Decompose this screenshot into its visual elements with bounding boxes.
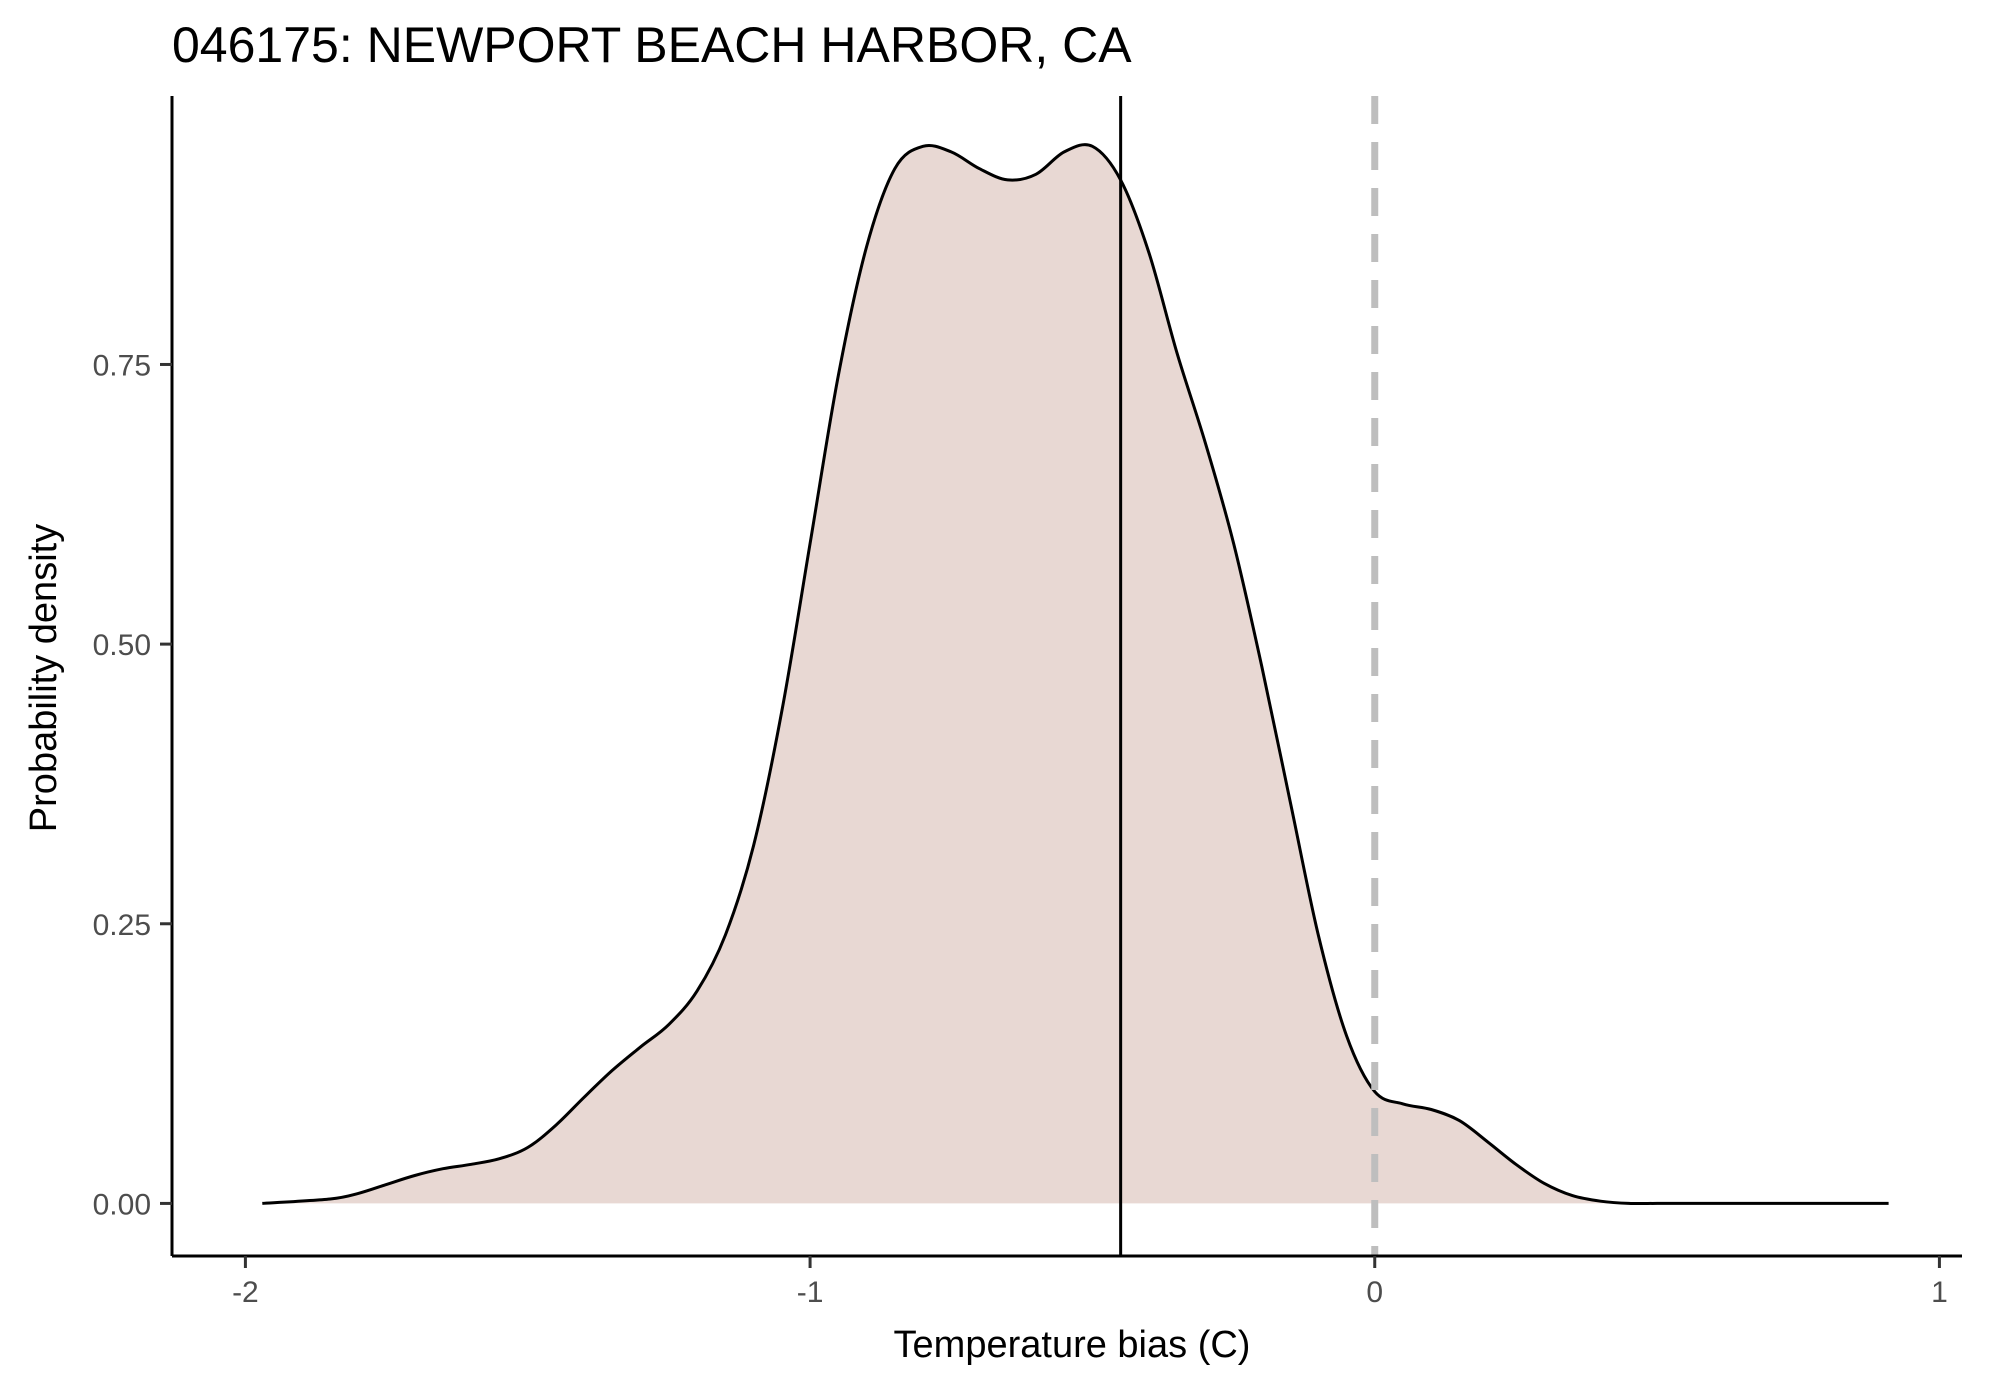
density-curve [262,143,1889,1206]
y-tick-label: 0.25 [93,909,151,942]
density-area [262,144,1889,1204]
x-tick-label: -1 [797,1276,824,1309]
x-tick-label: -2 [232,1276,259,1309]
x-tick-label: 0 [1366,1276,1383,1309]
y-axis-ticks: 0.00 0.25 0.50 0.75 [93,349,172,1221]
chart-title: 046175: NEWPORT BEACH HARBOR, CA [172,17,1132,73]
y-tick-label: 0.75 [93,349,151,382]
x-axis-ticks: -2 -1 0 1 [232,1256,1948,1309]
y-axis-title: Probability density [23,524,65,832]
y-tick-label: 0.00 [93,1188,151,1221]
y-tick-label: 0.50 [93,629,151,662]
x-axis-title: Temperature bias (C) [894,1324,1251,1366]
x-tick-label: 1 [1931,1276,1948,1309]
